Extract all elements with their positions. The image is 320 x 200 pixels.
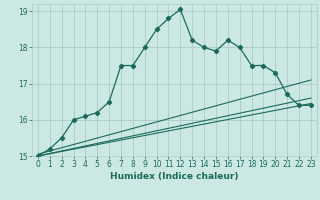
X-axis label: Humidex (Indice chaleur): Humidex (Indice chaleur) [110,172,239,181]
